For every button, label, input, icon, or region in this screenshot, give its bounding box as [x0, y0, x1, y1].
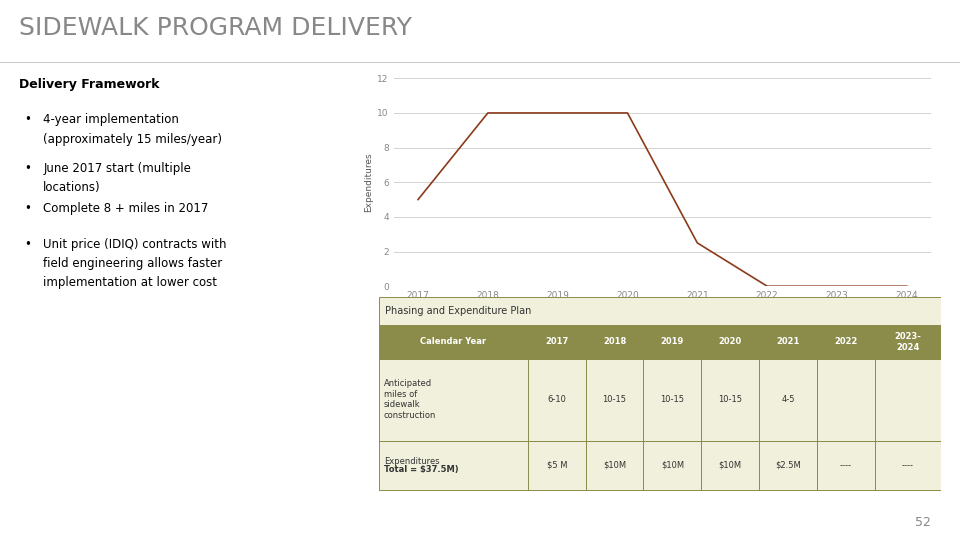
Text: ----: ----: [901, 461, 914, 470]
Bar: [759, 359, 817, 441]
Bar: [528, 325, 586, 359]
Text: Delivery Framework: Delivery Framework: [19, 78, 159, 91]
Text: Unit price (IDIQ) contracts with: Unit price (IDIQ) contracts with: [43, 238, 227, 251]
Text: $10M: $10M: [603, 461, 626, 470]
Text: implementation at lower cost: implementation at lower cost: [43, 276, 217, 289]
Bar: [875, 441, 941, 490]
Text: Expenditures: Expenditures: [384, 457, 440, 466]
Legend: — SIDEWALKS: — SIDEWALKS: [611, 322, 714, 340]
Text: •: •: [24, 202, 31, 215]
Text: 2022: 2022: [834, 338, 857, 346]
Text: Complete 8 + miles in 2017: Complete 8 + miles in 2017: [43, 202, 208, 215]
Text: •: •: [24, 113, 31, 126]
Bar: [817, 325, 875, 359]
Bar: [702, 359, 759, 441]
Bar: [643, 325, 702, 359]
Text: Total = $37.5M): Total = $37.5M): [384, 465, 458, 474]
Text: ----: ----: [840, 461, 852, 470]
Bar: [643, 441, 702, 490]
Text: •: •: [24, 238, 31, 251]
Text: 10-15: 10-15: [660, 395, 684, 404]
Text: (approximately 15 miles/year): (approximately 15 miles/year): [43, 133, 222, 146]
Text: $10M: $10M: [719, 461, 742, 470]
Text: 10-15: 10-15: [603, 395, 627, 404]
Text: $2.5M: $2.5M: [775, 461, 801, 470]
Text: Phasing and Expenditure Plan: Phasing and Expenditure Plan: [385, 306, 531, 316]
Text: 4-5: 4-5: [781, 395, 795, 404]
Text: Calendar Year: Calendar Year: [420, 338, 487, 346]
Text: field engineering allows faster: field engineering allows faster: [43, 257, 223, 270]
Text: 2020: 2020: [719, 338, 742, 346]
Text: 2019: 2019: [660, 338, 684, 346]
Text: 4-year implementation: 4-year implementation: [43, 113, 180, 126]
Bar: [817, 359, 875, 441]
Bar: [759, 441, 817, 490]
Bar: [586, 325, 643, 359]
Text: $10M: $10M: [660, 461, 684, 470]
Bar: [379, 325, 528, 359]
Bar: [528, 441, 586, 490]
Text: •: •: [24, 162, 31, 175]
Bar: [586, 441, 643, 490]
Bar: [643, 359, 702, 441]
Text: June 2017 start (multiple: June 2017 start (multiple: [43, 162, 191, 175]
Text: 6-10: 6-10: [547, 395, 566, 404]
Text: 2017: 2017: [545, 338, 568, 346]
Text: 2018: 2018: [603, 338, 626, 346]
Text: SIDEWALK PROGRAM DELIVERY: SIDEWALK PROGRAM DELIVERY: [19, 16, 412, 40]
Text: $5 M: $5 M: [546, 461, 567, 470]
Text: Anticipated
miles of
sidewalk
construction: Anticipated miles of sidewalk constructi…: [384, 380, 436, 420]
Text: 10-15: 10-15: [718, 395, 742, 404]
Bar: [875, 359, 941, 441]
Text: locations): locations): [43, 181, 101, 194]
Bar: [586, 359, 643, 441]
Bar: [759, 325, 817, 359]
Y-axis label: Expenditures: Expenditures: [364, 152, 373, 212]
Bar: [379, 297, 941, 325]
Bar: [702, 325, 759, 359]
Text: 2023-
2024: 2023- 2024: [895, 332, 922, 352]
Bar: [817, 441, 875, 490]
Bar: [379, 359, 528, 441]
Bar: [875, 325, 941, 359]
Bar: [702, 441, 759, 490]
Text: 2021: 2021: [777, 338, 800, 346]
Bar: [528, 359, 586, 441]
Text: 52: 52: [915, 516, 931, 529]
Bar: [379, 441, 528, 490]
